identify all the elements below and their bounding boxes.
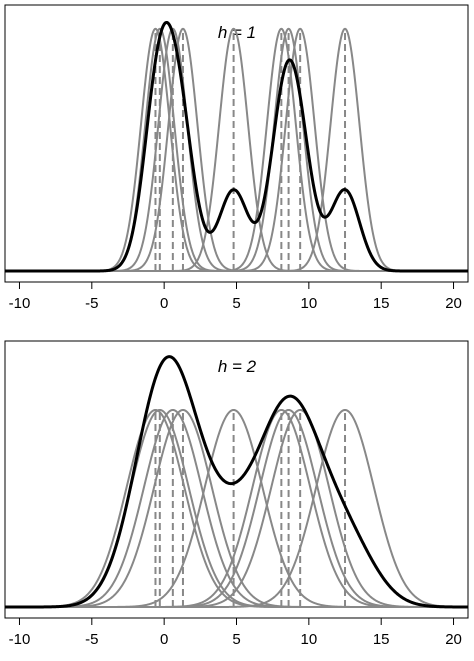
- kernel-curve-4: [5, 408, 468, 608]
- kernel-curve-1: [5, 27, 468, 272]
- x-tick-label-1: -5: [85, 631, 98, 648]
- x-tick-label-5: 15: [373, 295, 390, 312]
- kernel-curve-7: [5, 27, 468, 272]
- x-tick-label-5: 15: [373, 631, 390, 648]
- kernel-curve-5: [5, 27, 468, 272]
- panel-h2-x-axis: -10 -5 0 5 10 15 20: [9, 618, 462, 648]
- kernel-curve-8: [5, 408, 469, 608]
- x-tick-label-1: -5: [85, 295, 98, 312]
- density-curve: [5, 20, 468, 273]
- panel-h2-marks: [5, 355, 469, 609]
- panel-h1-x-axis: -10 -5 0 5 10 15 20: [9, 282, 462, 312]
- panel-h1: h = 1 -10 -5 0 5 10 15 20: [4, 4, 469, 312]
- x-tick-label-3: 5: [232, 631, 240, 648]
- panel-h2-title: h = 2: [218, 357, 257, 376]
- panel-h1-frame: [4, 4, 469, 283]
- panel-h2-frame: [4, 340, 469, 619]
- density-curve: [5, 355, 468, 609]
- kernel-curve-4: [5, 27, 468, 272]
- x-tick-label-6: 20: [445, 295, 462, 312]
- kernel-curve-7: [5, 408, 468, 608]
- x-tick-label-6: 20: [445, 631, 462, 648]
- kernel-curve-2: [5, 27, 468, 272]
- x-tick-label-0: -10: [9, 631, 31, 648]
- x-tick-label-4: 10: [301, 631, 318, 648]
- kernel-curve-3: [5, 27, 468, 272]
- kernel-curve-8: [5, 27, 468, 272]
- kernel-curve-6: [5, 408, 468, 608]
- x-tick-label-4: 10: [301, 295, 318, 312]
- kernel-curve-0: [5, 408, 468, 608]
- kernel-curve-1: [5, 408, 468, 608]
- x-tick-label-2: 0: [160, 631, 168, 648]
- x-tick-label-0: -10: [9, 295, 31, 312]
- panel-h1-marks: [5, 20, 468, 273]
- x-tick-label-3: 5: [232, 295, 240, 312]
- kernel-curve-5: [5, 408, 468, 608]
- kernel-curve-3: [5, 408, 468, 608]
- panel-h2: h = 2 -10 -5 0 5 10 15 20: [4, 340, 469, 648]
- kernel-curve-6: [5, 27, 468, 272]
- x-tick-label-2: 0: [160, 295, 168, 312]
- kernel-curve-0: [5, 27, 468, 272]
- kernel-curve-2: [5, 408, 468, 608]
